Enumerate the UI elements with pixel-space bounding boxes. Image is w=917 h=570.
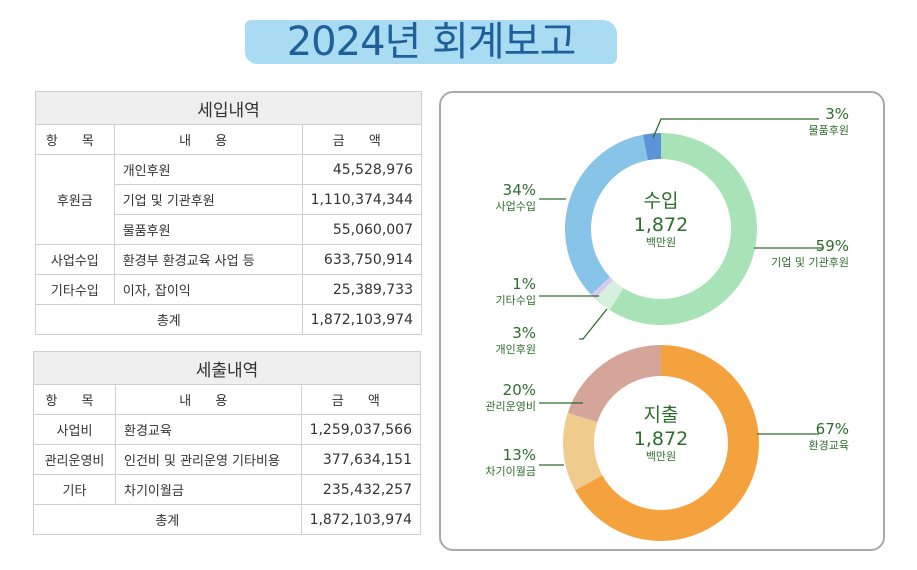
row-amount: 1,259,037,566: [300, 414, 422, 445]
slice-percent-label: 1%: [512, 275, 536, 293]
row-group: 기타: [33, 474, 116, 505]
row-content: 개인후원: [113, 154, 303, 185]
row-amount: 235,432,257: [300, 474, 422, 505]
table-row: 사업수입 환경부 환경교육 사업 등 633,750,914: [35, 244, 423, 275]
header-amount: 금 액: [301, 124, 423, 155]
donut-slice: [567, 345, 661, 423]
row-content: 환경부 환경교육 사업 등: [113, 244, 303, 275]
income-table: 세입내역 항 목 내 용 금 액 후원금 개인후원 45,528,976 기업 …: [35, 91, 423, 335]
row-amount: 1,110,374,344: [301, 184, 423, 215]
slice-category-label: 개인후원: [496, 343, 536, 356]
row-content: 기업 및 기관후원: [113, 184, 303, 215]
page-title-banner: 2024년 회계보고: [245, 14, 617, 66]
table-row: 사업비 환경교육 1,259,037,566: [33, 414, 422, 445]
leader-line: [652, 118, 819, 139]
title-highlight: [245, 20, 617, 64]
donut-slice: [565, 134, 648, 295]
header-item: 항 목: [35, 124, 115, 155]
row-amount: 633,750,914: [301, 244, 423, 275]
donut-center-unit: 백만원: [646, 236, 676, 249]
table-row: 기타수입 이자, 잡이익 25,389,733: [35, 274, 423, 305]
donut-slice: [595, 280, 624, 311]
page-title: 2024년 회계보고: [286, 19, 577, 65]
income-table-title: 세입내역: [35, 91, 422, 125]
row-content: 인건비 및 관리운영 기타비용: [114, 444, 302, 475]
donut-slice: [643, 133, 661, 161]
total-label: 총계: [33, 504, 302, 535]
leader-line: [579, 308, 608, 340]
row-amount: 55,060,007: [301, 214, 423, 245]
row-group: 후원금: [35, 154, 115, 245]
row-content: 차기이월금: [114, 474, 302, 505]
expense-table-title: 세출내역: [33, 351, 421, 385]
slice-percent-label: 34%: [503, 181, 536, 199]
donut-center-unit: 백만원: [646, 450, 676, 463]
header-content: 내 용: [114, 384, 302, 415]
row-amount: 377,634,151: [300, 444, 422, 475]
row-group: 기타수입: [35, 274, 115, 305]
total-amount: 1,872,103,974: [301, 304, 423, 335]
donut-slice: [591, 276, 614, 299]
row-amount: 25,389,733: [301, 274, 423, 305]
table-row: 후원금 개인후원 45,528,976: [35, 154, 423, 245]
row-group: 관리운영비: [33, 444, 116, 475]
slice-category-label: 물품후원: [809, 124, 849, 137]
slice-percent-label: 20%: [503, 381, 536, 399]
total-amount: 1,872,103,974: [300, 504, 422, 535]
row-content: 물품후원: [113, 214, 303, 245]
slice-category-label: 관리운영비: [485, 400, 536, 413]
slice-percent-label: 3%: [512, 324, 536, 342]
donut-center-title: 지출: [644, 404, 679, 426]
slice-percent-label: 67%: [816, 420, 849, 438]
row-content: 환경교육: [114, 414, 302, 445]
row-amount: 45,528,976: [301, 154, 423, 185]
slice-category-label: 차기이월금: [485, 465, 536, 478]
header-content: 내 용: [113, 124, 303, 155]
table-row: 관리운영비 인건비 및 관리운영 기타비용 377,634,151: [33, 444, 422, 475]
slice-category-label: 기업 및 기관후원: [771, 256, 849, 269]
row-group: 사업수입: [35, 244, 115, 275]
slice-percent-label: 13%: [503, 446, 536, 464]
header-item: 항 목: [33, 384, 116, 415]
chart-panel: [439, 91, 885, 551]
row-group: 사업비: [33, 414, 116, 445]
slice-percent-label: 59%: [816, 237, 849, 255]
donut-center-value: 1,872: [634, 428, 688, 450]
total-row: 총계 1,872,103,974: [35, 304, 423, 335]
total-label: 총계: [35, 304, 303, 335]
table-row: 기타 차기이월금 235,432,257: [33, 474, 422, 505]
slice-category-label: 사업수입: [496, 200, 536, 213]
expense-table: 세출내역 항 목 내 용 금 액 사업비 환경교육 1,259,037,566 …: [33, 351, 422, 535]
slice-percent-label: 3%: [825, 105, 849, 123]
header-amount: 금 액: [300, 384, 422, 415]
slice-category-label: 환경교육: [809, 439, 849, 452]
total-row: 총계 1,872,103,974: [33, 504, 422, 535]
table-row: 기업 및 기관후원 1,110,374,344: [36, 184, 423, 215]
donut-slice: [563, 412, 603, 491]
donut-slice: [575, 345, 759, 541]
donut-charts: 59%기업 및 기관후원3%개인후원1%기타수입34%사업수입3%물품후원수입1…: [485, 105, 849, 541]
donut-slice: [609, 133, 757, 325]
slice-category-label: 기타수입: [496, 294, 536, 307]
donut-center-title: 수입: [644, 190, 679, 212]
donut-center-value: 1,872: [634, 214, 688, 236]
row-content: 이자, 잡이익: [113, 274, 303, 305]
